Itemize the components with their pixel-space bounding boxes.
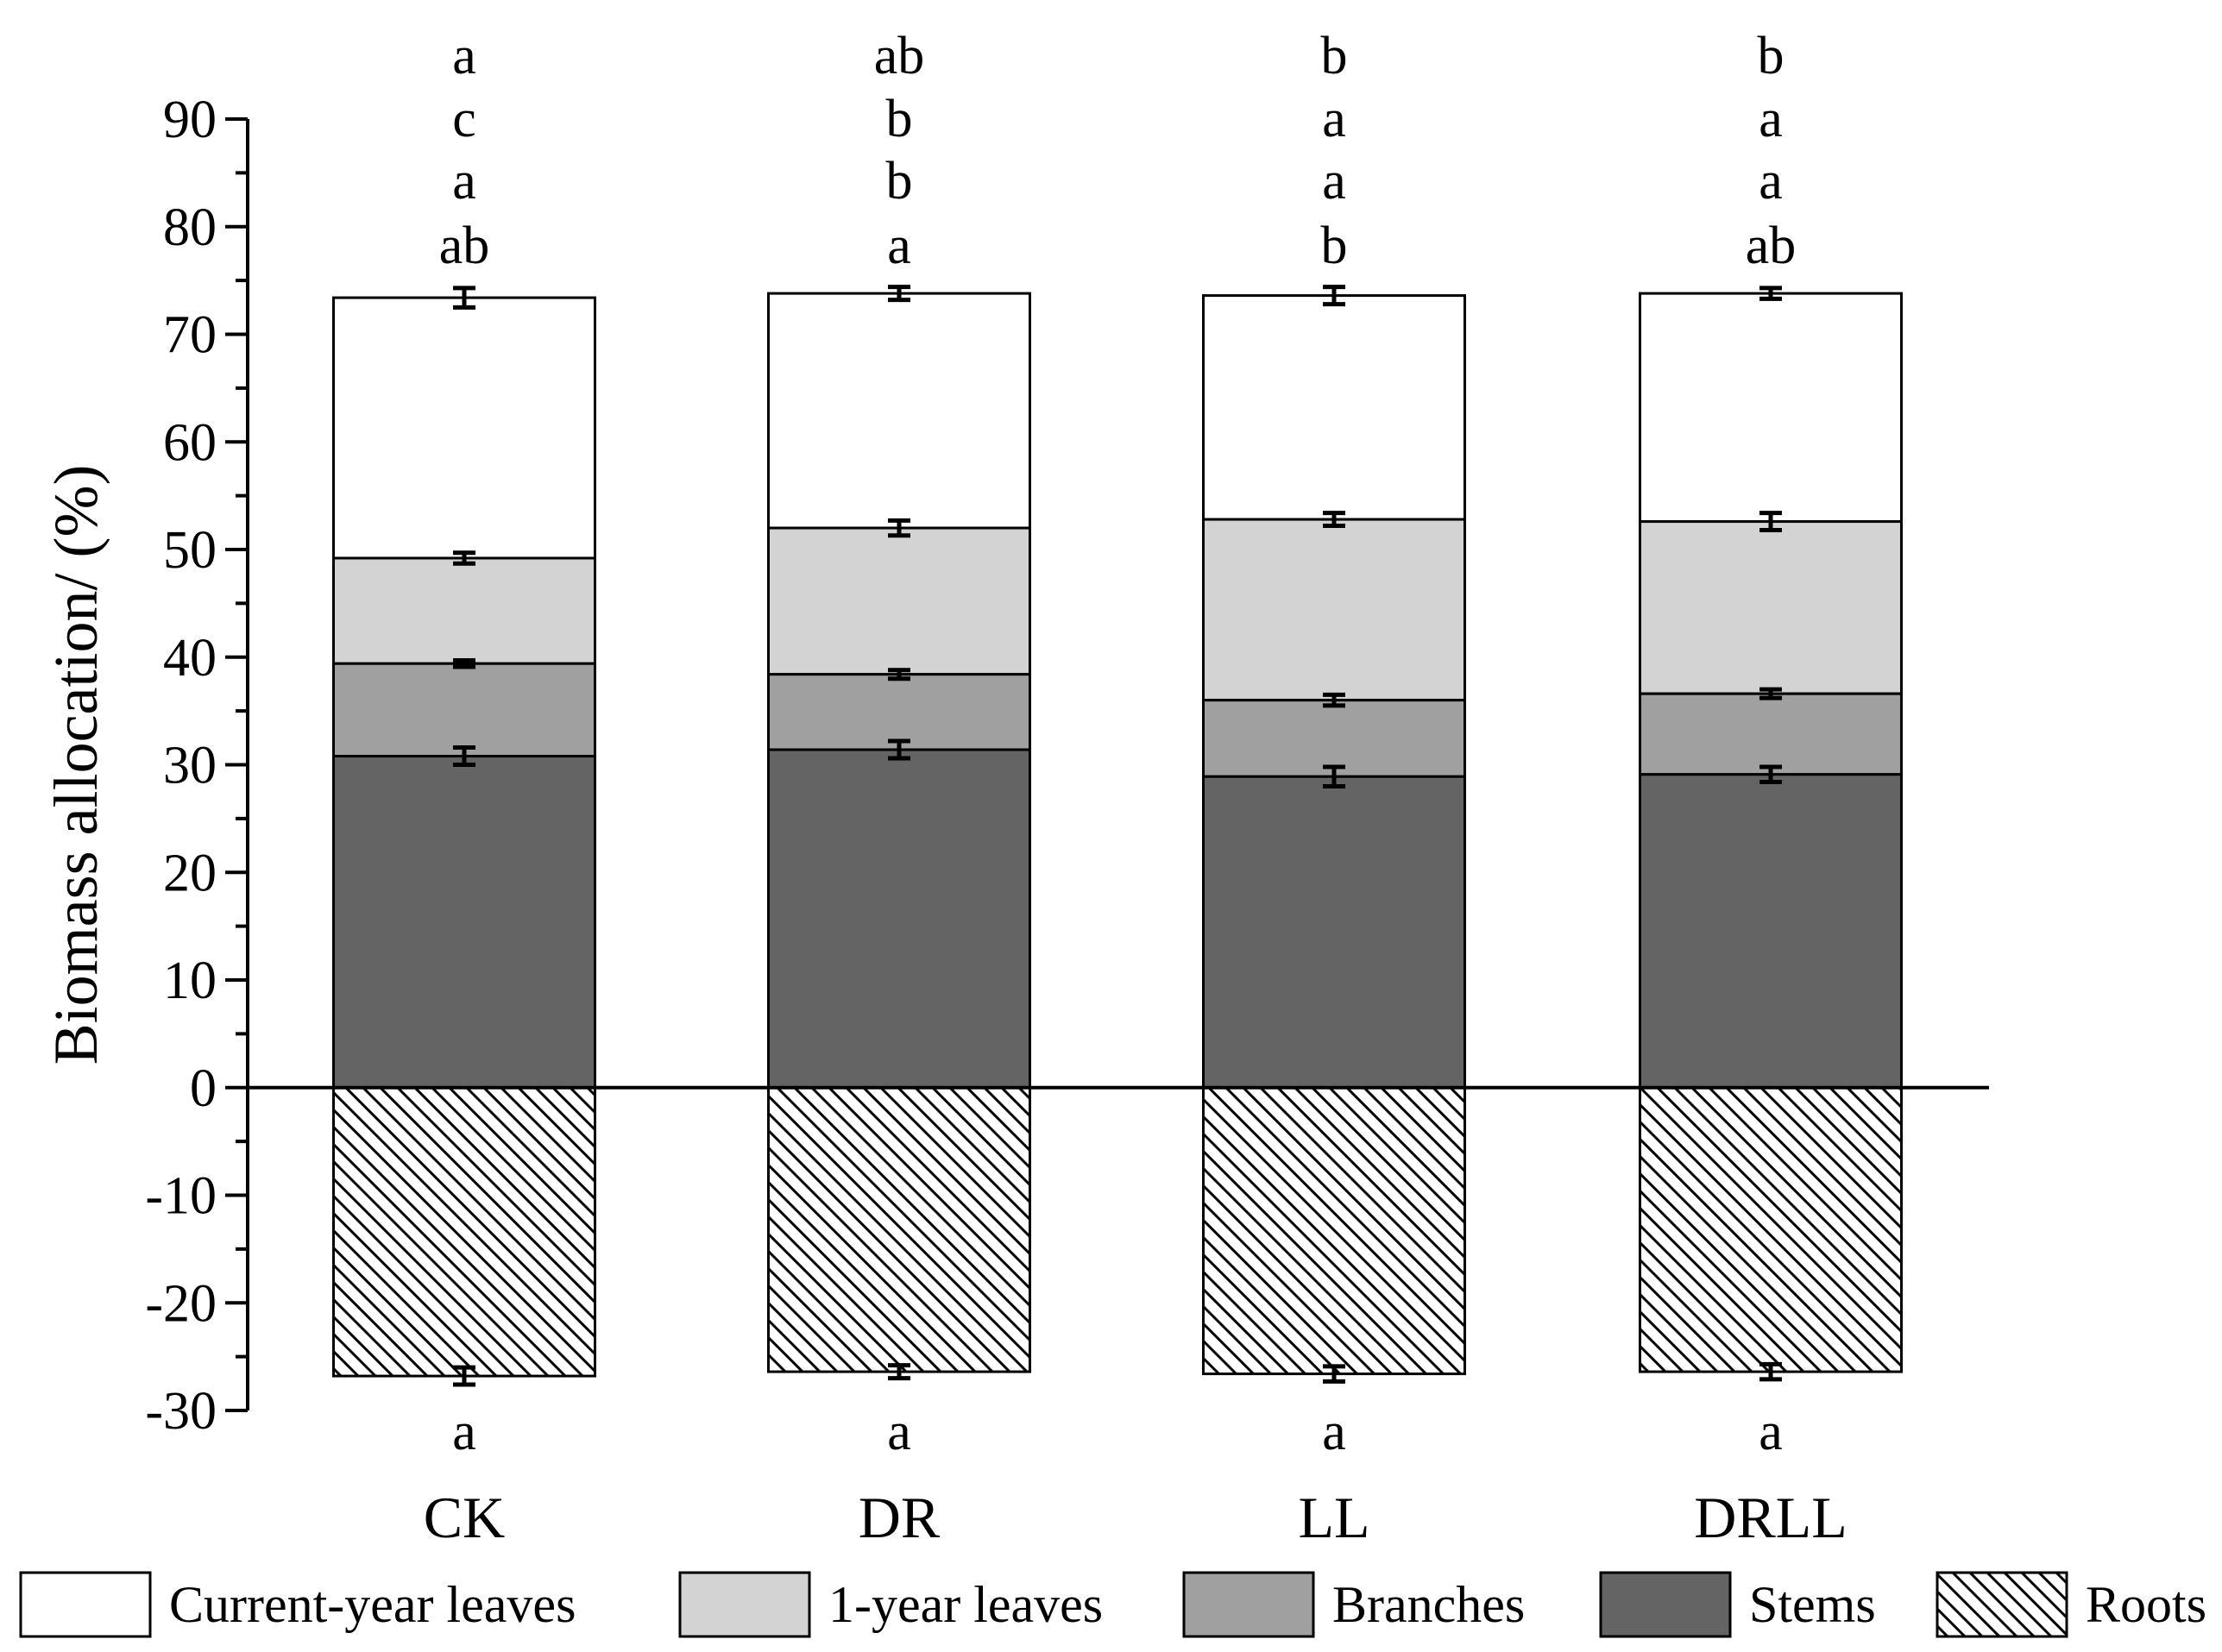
- bar-current-year-leaves-drll: [1639, 292, 1903, 524]
- error-bar-branches-dr: [888, 668, 910, 682]
- significance-letter: ab: [439, 217, 490, 275]
- y-tick-label: 30: [163, 737, 217, 795]
- y-tick-label: 10: [163, 952, 217, 1010]
- significance-letter: b: [886, 152, 913, 210]
- legend-label: Roots: [2086, 1576, 2206, 1633]
- error-bar-roots-ck: [453, 1365, 475, 1387]
- error-bar-roots-dr: [888, 1363, 910, 1381]
- error-bar-1-year-leaves-ll: [1323, 511, 1345, 529]
- bar-roots-drll: [1639, 1086, 1903, 1373]
- significance-letter: a: [1759, 1403, 1783, 1461]
- y-tick-label: 80: [163, 198, 217, 257]
- error-bar-branches-drll: [1759, 687, 1782, 700]
- x-tick-label: DRLL: [1694, 1485, 1847, 1550]
- error-bar-roots-ll: [1323, 1364, 1345, 1384]
- significance-letter: a: [1322, 1403, 1346, 1461]
- bar-branches-dr: [767, 673, 1031, 751]
- significance-letter: a: [1759, 152, 1783, 210]
- error-bar-stems-dr: [888, 738, 910, 761]
- error-bar-1-year-leaves-drll: [1759, 511, 1782, 533]
- bar-stems-drll: [1639, 773, 1903, 1090]
- bar-roots-ll: [1202, 1086, 1466, 1376]
- bar-1-year-leaves-dr: [767, 526, 1031, 676]
- bar-branches-ll: [1202, 699, 1466, 778]
- bar-stems-ck: [332, 755, 596, 1090]
- bar-group-dr: [767, 285, 1031, 1381]
- error-bar-current-year-leaves-ck: [453, 286, 475, 310]
- error-bar-branches-ck: [453, 657, 475, 669]
- significance-letter: a: [452, 1403, 476, 1461]
- significance-letter: c: [452, 90, 476, 148]
- error-bar-current-year-leaves-ll: [1323, 285, 1345, 307]
- bar-group-ll: [1202, 285, 1466, 1384]
- y-tick-label: 0: [190, 1059, 217, 1118]
- bar-1-year-leaves-ll: [1202, 518, 1466, 702]
- legend-swatch: [1182, 1571, 1315, 1638]
- legend-item-stems: Stems: [1599, 1571, 1876, 1638]
- significance-letter: a: [452, 152, 476, 210]
- y-tick-label: 70: [163, 306, 217, 365]
- significance-letter: a: [1322, 152, 1346, 210]
- error-bar-stems-ck: [453, 745, 475, 767]
- significance-letter: ab: [874, 27, 925, 85]
- error-bar-roots-drll: [1759, 1361, 1782, 1382]
- significance-letter: ab: [1746, 217, 1797, 275]
- significance-letter: a: [1759, 90, 1783, 148]
- y-tick-label: -10: [145, 1167, 217, 1226]
- significance-letter: a: [452, 27, 476, 85]
- bar-current-year-leaves-ck: [332, 296, 596, 560]
- y-axis-title: Biomass allocation/ (%): [41, 465, 110, 1065]
- bar-current-year-leaves-dr: [767, 292, 1031, 530]
- legend-item-current-year-leaves: Current-year leaves: [19, 1571, 576, 1638]
- significance-letter: a: [887, 217, 911, 275]
- legend-swatch: [1599, 1571, 1732, 1638]
- significance-letter: a: [887, 1403, 911, 1461]
- error-bar-stems-ll: [1323, 764, 1345, 788]
- bar-roots-dr: [767, 1086, 1031, 1373]
- legend-label: Stems: [1749, 1576, 1876, 1633]
- y-tick-label: -30: [145, 1382, 217, 1441]
- bar-group-drll: [1639, 286, 1903, 1382]
- x-tick-label: DR: [859, 1485, 941, 1550]
- error-bar-current-year-leaves-dr: [888, 285, 910, 303]
- legend-label: 1-year leaves: [828, 1576, 1103, 1633]
- legend-swatch: [19, 1571, 152, 1638]
- legend-label: Branches: [1332, 1576, 1525, 1633]
- bar-1-year-leaves-drll: [1639, 520, 1903, 695]
- bar-group-ck: [332, 286, 596, 1387]
- significance-letter: b: [886, 90, 913, 148]
- bar-branches-ck: [332, 662, 596, 758]
- y-tick-label: 50: [163, 521, 217, 580]
- y-tick-label: 20: [163, 844, 217, 902]
- legend-label: Current-year leaves: [169, 1576, 576, 1633]
- error-bar-1-year-leaves-dr: [888, 518, 910, 538]
- y-tick-label: 60: [163, 413, 217, 472]
- y-tick-label: 90: [163, 91, 217, 149]
- y-tick-label: 40: [163, 629, 217, 688]
- legend-swatch: [678, 1571, 811, 1638]
- bar-roots-ck: [332, 1086, 596, 1378]
- x-tick-label: LL: [1298, 1485, 1369, 1550]
- legend-item-1-year-leaves: 1-year leaves: [678, 1571, 1103, 1638]
- error-bar-stems-drll: [1759, 764, 1782, 784]
- legend-item-branches: Branches: [1182, 1571, 1525, 1638]
- y-tick-label: -20: [145, 1274, 217, 1333]
- legend-swatch: [1936, 1571, 2068, 1638]
- error-bar-branches-ll: [1323, 692, 1345, 708]
- significance-letter: a: [1322, 90, 1346, 148]
- bar-current-year-leaves-ll: [1202, 294, 1466, 521]
- legend-item-roots: Roots: [1936, 1571, 2206, 1638]
- significance-letter: b: [1321, 27, 1348, 85]
- bar-branches-drll: [1639, 692, 1903, 776]
- significance-letter: b: [1758, 27, 1785, 85]
- x-tick-label: CK: [424, 1485, 505, 1550]
- error-bar-current-year-leaves-drll: [1759, 286, 1782, 301]
- error-bar-1-year-leaves-ck: [453, 550, 475, 566]
- bar-1-year-leaves-ck: [332, 556, 596, 665]
- significance-letter: b: [1321, 217, 1348, 275]
- bar-stems-ll: [1202, 775, 1466, 1090]
- bar-stems-dr: [767, 748, 1031, 1090]
